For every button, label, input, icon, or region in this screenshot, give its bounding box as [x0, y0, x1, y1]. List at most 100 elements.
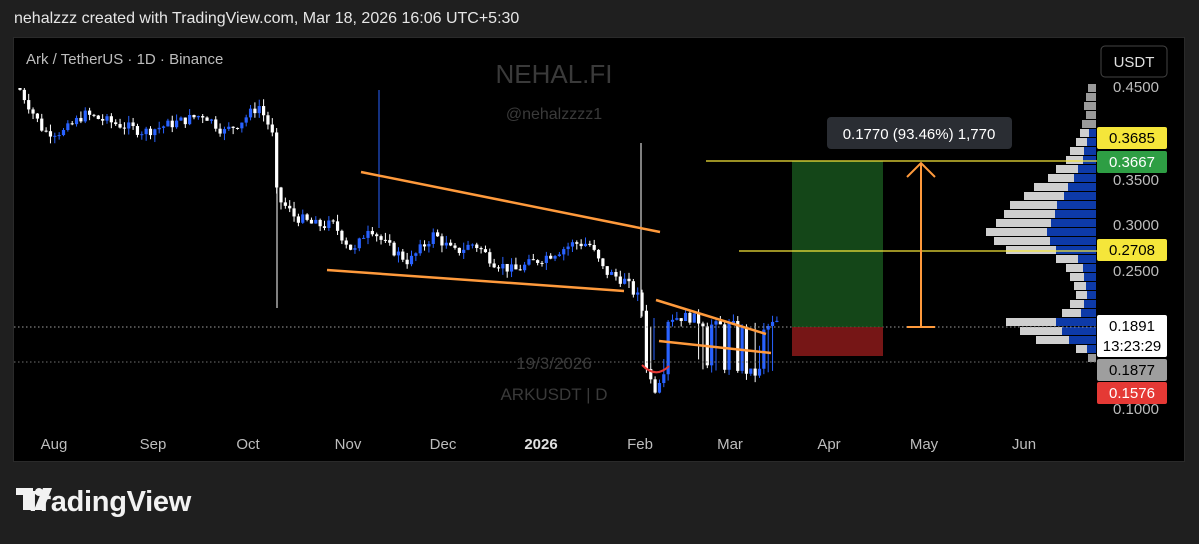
candle-body: [409, 255, 414, 265]
currency-button[interactable]: USDT: [1114, 54, 1155, 71]
candle-body: [283, 202, 287, 206]
candle-body: [405, 259, 409, 265]
candle-body: [540, 262, 544, 264]
price-tag: [1097, 239, 1167, 261]
candle-body: [379, 236, 383, 240]
x-tick-label: Mar: [717, 436, 743, 453]
profit-zone[interactable]: [792, 161, 883, 327]
candle-body: [483, 249, 488, 253]
candle-body: [70, 123, 74, 125]
candle-body: [188, 115, 192, 125]
candle-body: [531, 259, 535, 261]
candle-body: [592, 245, 596, 250]
price-chart[interactable]: 0.1770 (93.46%) 1,770 NEHAL.FI @nehalzzz…: [14, 38, 1185, 462]
price-tag-value: 0.3667: [1109, 154, 1155, 171]
candle-body: [579, 243, 583, 247]
candle-body: [731, 321, 735, 324]
candle-body: [566, 246, 570, 250]
y-axis: 0.4500 0.3500 0.3000 0.2500 0.1000: [1113, 79, 1159, 418]
candle-body: [74, 117, 79, 125]
wedge-lower-line[interactable]: [658, 339, 772, 355]
candle-body: [514, 264, 518, 270]
watermark-ticker: ARKUSDT | D: [500, 385, 607, 404]
candle-body: [701, 323, 705, 327]
candle-body: [148, 128, 153, 136]
watermark-name: NEHAL.FI: [495, 59, 612, 89]
candle-body: [288, 205, 292, 209]
candle-body: [727, 323, 731, 370]
candle-body: [170, 120, 174, 128]
loss-zone[interactable]: [792, 327, 883, 356]
candle-body: [736, 321, 740, 371]
candle-body: [509, 264, 514, 272]
measure-label-text: 0.1770 (93.46%) 1,770: [843, 126, 996, 143]
footer-logo[interactable]: TradingView: [16, 486, 191, 519]
volume-profile-bar-sell: [1088, 354, 1096, 362]
candle-body: [627, 278, 631, 282]
candle-body: [679, 318, 683, 322]
bottom-arc: [641, 364, 670, 374]
candle-body: [605, 266, 609, 275]
wedge-upper-line[interactable]: [655, 298, 767, 336]
candle-body: [714, 321, 718, 325]
channel-lower-line[interactable]: [326, 268, 625, 293]
candle-body: [48, 131, 53, 137]
candle-body: [588, 243, 592, 246]
candle-body: [392, 242, 396, 256]
watermark-date: 19/3/2026: [516, 354, 592, 373]
candle-body: [118, 124, 122, 128]
candle-body: [653, 379, 657, 393]
volume-profile-bar-sell: [1082, 120, 1096, 128]
candle-body: [57, 135, 61, 137]
candle-body: [453, 245, 457, 248]
candle-body: [770, 321, 775, 326]
candle-body: [140, 134, 144, 136]
price-tag-value: 0.1877: [1109, 362, 1155, 379]
candle-body: [596, 249, 601, 259]
footer-brand-text: TradingView: [24, 486, 191, 518]
candles: [18, 88, 779, 394]
candle-body: [322, 226, 327, 228]
x-tick-label: Jun: [1012, 436, 1036, 453]
candle-body: [257, 106, 261, 114]
channel-upper-line[interactable]: [360, 170, 661, 234]
volume-profile-bar-sell: [1070, 147, 1084, 155]
x-axis: Aug Sep Oct Nov Dec 2026 Feb Mar Apr May Jun: [41, 436, 1036, 453]
candle-body: [570, 242, 575, 247]
volume-profile-bar-sell: [1006, 246, 1056, 254]
volume-profile-bar-sell: [1074, 282, 1086, 290]
candle-body: [301, 214, 305, 223]
candle-body: [262, 106, 266, 116]
candle-body: [444, 242, 448, 246]
volume-profile-bar-sell: [1076, 138, 1087, 146]
candle-body: [349, 244, 353, 250]
candle-body: [440, 236, 444, 246]
candle-body: [105, 116, 109, 121]
candle-body: [31, 109, 35, 114]
price-tags: 0.3685 0.3667 0.2708 0.1891 13:23:29 0.1877 0.…: [1097, 127, 1167, 404]
candle-body: [144, 128, 148, 135]
y-tick-label: 0.3000: [1113, 217, 1159, 234]
watermark-handle: @nehalzzzz1: [506, 106, 602, 123]
candle-body: [27, 100, 31, 110]
chart-panel[interactable]: 0.1770 (93.46%) 1,770 NEHAL.FI @nehalzzz…: [13, 37, 1185, 462]
candle-body: [401, 251, 405, 260]
candle-body: [675, 318, 679, 320]
volume-profile-bar-sell: [1086, 93, 1096, 101]
candle-body: [523, 264, 527, 271]
volume-profile-bar-sell: [1070, 273, 1084, 281]
x-tick-label: Nov: [335, 436, 362, 453]
volume-profile-bar-sell: [1036, 336, 1069, 344]
candle-body: [279, 187, 283, 203]
candle-body: [692, 313, 696, 323]
price-tag-value: 0.3685: [1109, 130, 1155, 147]
currency-button-box[interactable]: [1100, 45, 1168, 78]
candle-body: [662, 374, 666, 384]
candle-body: [631, 281, 635, 295]
candle-body: [127, 122, 131, 129]
candle-body: [248, 108, 253, 118]
candle-body: [466, 244, 470, 250]
symbol-label[interactable]: Ark / TetherUS · 1D · Binance: [26, 51, 223, 68]
volume-profile-bar-sell: [1006, 318, 1056, 326]
candle-body: [618, 276, 622, 284]
